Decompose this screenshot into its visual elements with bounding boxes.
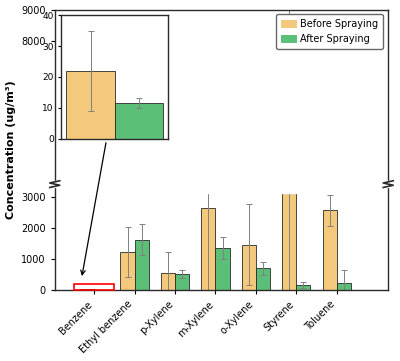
Bar — [70, 44, 373, 193]
Bar — [216, 248, 230, 290]
Bar — [242, 245, 256, 290]
Bar — [282, 178, 296, 290]
Bar — [296, 285, 310, 290]
Bar — [382, 181, 395, 187]
Bar — [322, 210, 337, 290]
Bar — [48, 181, 62, 187]
Bar — [201, 208, 216, 290]
Y-axis label: Concentration (ug/m³): Concentration (ug/m³) — [6, 81, 16, 219]
Bar — [337, 283, 351, 290]
Bar — [256, 268, 270, 290]
Bar — [134, 240, 149, 290]
Bar — [74, 284, 114, 290]
Bar — [120, 252, 134, 290]
Legend: Before Spraying, After Spraying: Before Spraying, After Spraying — [276, 14, 383, 49]
Bar — [161, 273, 175, 290]
Bar — [175, 274, 189, 290]
